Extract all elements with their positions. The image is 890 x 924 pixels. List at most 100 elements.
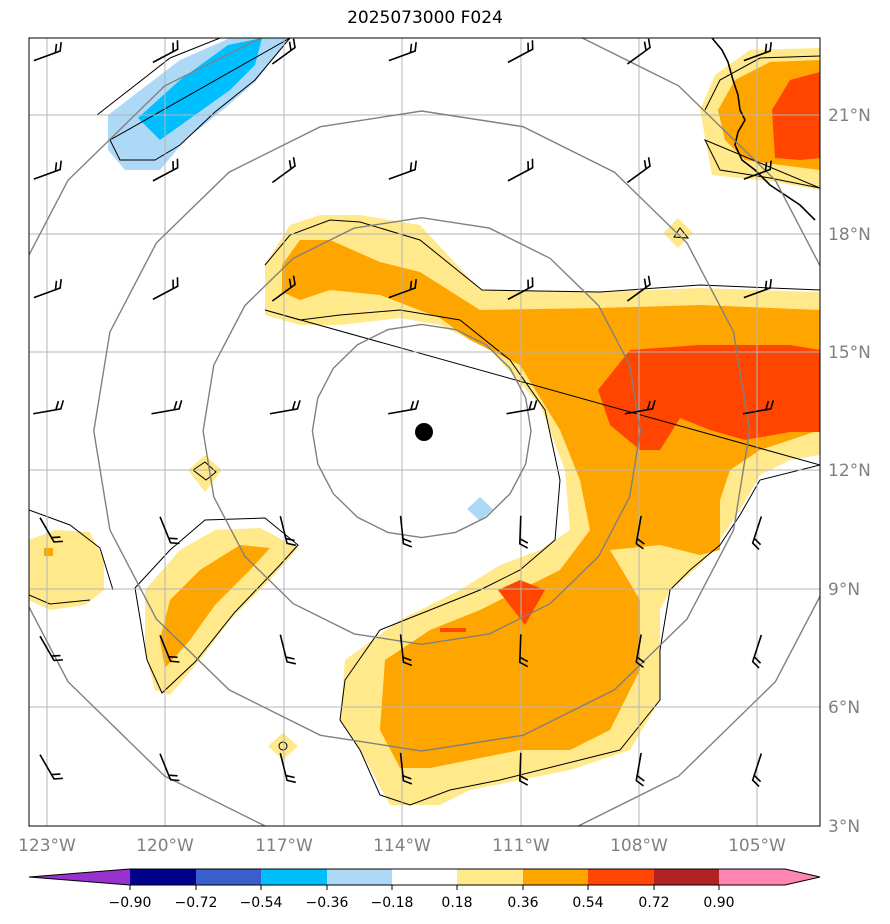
- range-ring: [311, 323, 532, 539]
- wind-barb: [152, 158, 179, 182]
- wind-barb: [743, 400, 775, 415]
- colorbar-label: −0.90: [109, 895, 152, 911]
- wind-barb: [635, 752, 645, 787]
- colorbar-label: −0.18: [371, 895, 414, 911]
- wind-barb: [507, 277, 534, 301]
- wind-barb: [399, 634, 413, 667]
- wind-barb: [388, 42, 417, 62]
- wind-barb: [635, 515, 645, 550]
- wind-barb: [743, 42, 772, 62]
- wind-barb: [518, 515, 529, 549]
- lat-tick-label: 3°N: [828, 817, 860, 837]
- colorbar-swatch: [130, 869, 196, 885]
- wind-barb: [751, 753, 763, 787]
- lat-tick-label: 18°N: [828, 225, 871, 245]
- wind-barbs: [33, 38, 775, 787]
- lon-tick-label: 111°W: [492, 836, 550, 856]
- colorbar: −0.90 −0.72 −0.54 −0.36 −0.18 0.18 0.36 …: [28, 868, 821, 911]
- lon-tick-label: 105°W: [728, 836, 786, 856]
- colorbar-swatch: [327, 869, 392, 885]
- range-ring: [202, 216, 642, 646]
- wind-barb: [751, 634, 763, 669]
- range-ring: [93, 110, 751, 752]
- wind-barb: [626, 157, 651, 184]
- wind-barb: [388, 160, 417, 180]
- chart-title: 2025073000 F024: [347, 8, 503, 28]
- wind-barb: [271, 275, 296, 302]
- plot-frame: [28, 37, 821, 827]
- wind-barb: [269, 400, 301, 415]
- range-rings: [29, 38, 820, 826]
- positive-anomaly-ne: [700, 48, 820, 190]
- wind-barb: [159, 635, 180, 663]
- colorbar-label: −0.54: [240, 895, 283, 911]
- wind-barb: [518, 752, 529, 786]
- lon-tick-label: 114°W: [373, 836, 431, 856]
- colorbar-label: 0.36: [507, 895, 538, 911]
- wind-barb: [507, 40, 534, 64]
- storm-center-marker: [415, 423, 433, 441]
- colorbar-swatch: [457, 869, 523, 885]
- colorbar-swatch: [196, 869, 261, 885]
- lon-tick-labels: 123°W 120°W 117°W 114°W 111°W 108°W 105°…: [18, 836, 786, 856]
- wind-barb: [159, 753, 180, 782]
- colorbar-label: −0.72: [175, 895, 218, 911]
- wind-barb: [159, 516, 180, 545]
- lat-tick-label: 6°N: [828, 698, 860, 718]
- wind-barb: [279, 516, 296, 547]
- wind-barb: [279, 753, 296, 784]
- wind-barb: [388, 279, 417, 299]
- lon-tick-label: 123°W: [18, 836, 76, 856]
- colorbar-label: −0.36: [306, 895, 349, 911]
- range-ring: [29, 38, 820, 826]
- colorbar-label: 0.90: [703, 895, 734, 911]
- colorbar-label: 0.54: [572, 895, 603, 911]
- colorbar-swatch: [654, 869, 719, 885]
- wind-barb: [751, 516, 763, 550]
- wind-barb: [635, 634, 645, 669]
- wind-barb: [151, 400, 183, 415]
- lon-tick-label: 108°W: [610, 836, 668, 856]
- wind-barb: [626, 38, 651, 65]
- lat-tick-labels: 3°N 6°N 9°N 12°N 15°N 18°N 21°N: [828, 106, 871, 837]
- colorbar-swatch: [392, 869, 457, 885]
- coastline: [711, 38, 816, 221]
- colorbar-swatch-min: [29, 869, 130, 885]
- lat-tick-label: 21°N: [828, 106, 871, 126]
- wind-barb: [33, 400, 65, 415]
- lon-tick-label: 117°W: [255, 836, 313, 856]
- wind-barb: [388, 400, 420, 415]
- wind-barb: [33, 279, 62, 299]
- wind-barb: [279, 634, 296, 665]
- wind-barb: [743, 160, 772, 180]
- wind-barb: [518, 634, 529, 668]
- wind-barb: [39, 754, 63, 780]
- wind-barb: [271, 157, 296, 184]
- colorbar-label: 0.18: [441, 895, 472, 911]
- wind-barb: [507, 158, 534, 182]
- wind-barb: [152, 40, 179, 64]
- wind-barb: [39, 635, 63, 662]
- lat-tick-label: 15°N: [828, 343, 871, 363]
- wind-barb: [624, 400, 656, 415]
- lon-tick-label: 120°W: [136, 836, 194, 856]
- graticule: [29, 38, 820, 826]
- wind-barb: [39, 517, 63, 543]
- wind-barb: [506, 400, 538, 415]
- colorbar-swatch: [719, 869, 785, 885]
- colorbar-swatch: [588, 869, 654, 885]
- wind-barb: [271, 38, 296, 65]
- wind-barb: [33, 42, 62, 62]
- wind-barb: [626, 275, 651, 302]
- wind-barb: [33, 160, 62, 180]
- lat-tick-label: 9°N: [828, 580, 860, 600]
- colorbar-label: 0.72: [638, 895, 669, 911]
- wind-barb: [399, 752, 413, 785]
- wind-barb: [743, 279, 772, 299]
- wind-barb: [399, 515, 413, 548]
- colorbar-swatch: [523, 869, 588, 885]
- wind-barb: [152, 277, 179, 301]
- lat-tick-label: 12°N: [828, 461, 871, 481]
- colorbar-swatch: [261, 869, 327, 885]
